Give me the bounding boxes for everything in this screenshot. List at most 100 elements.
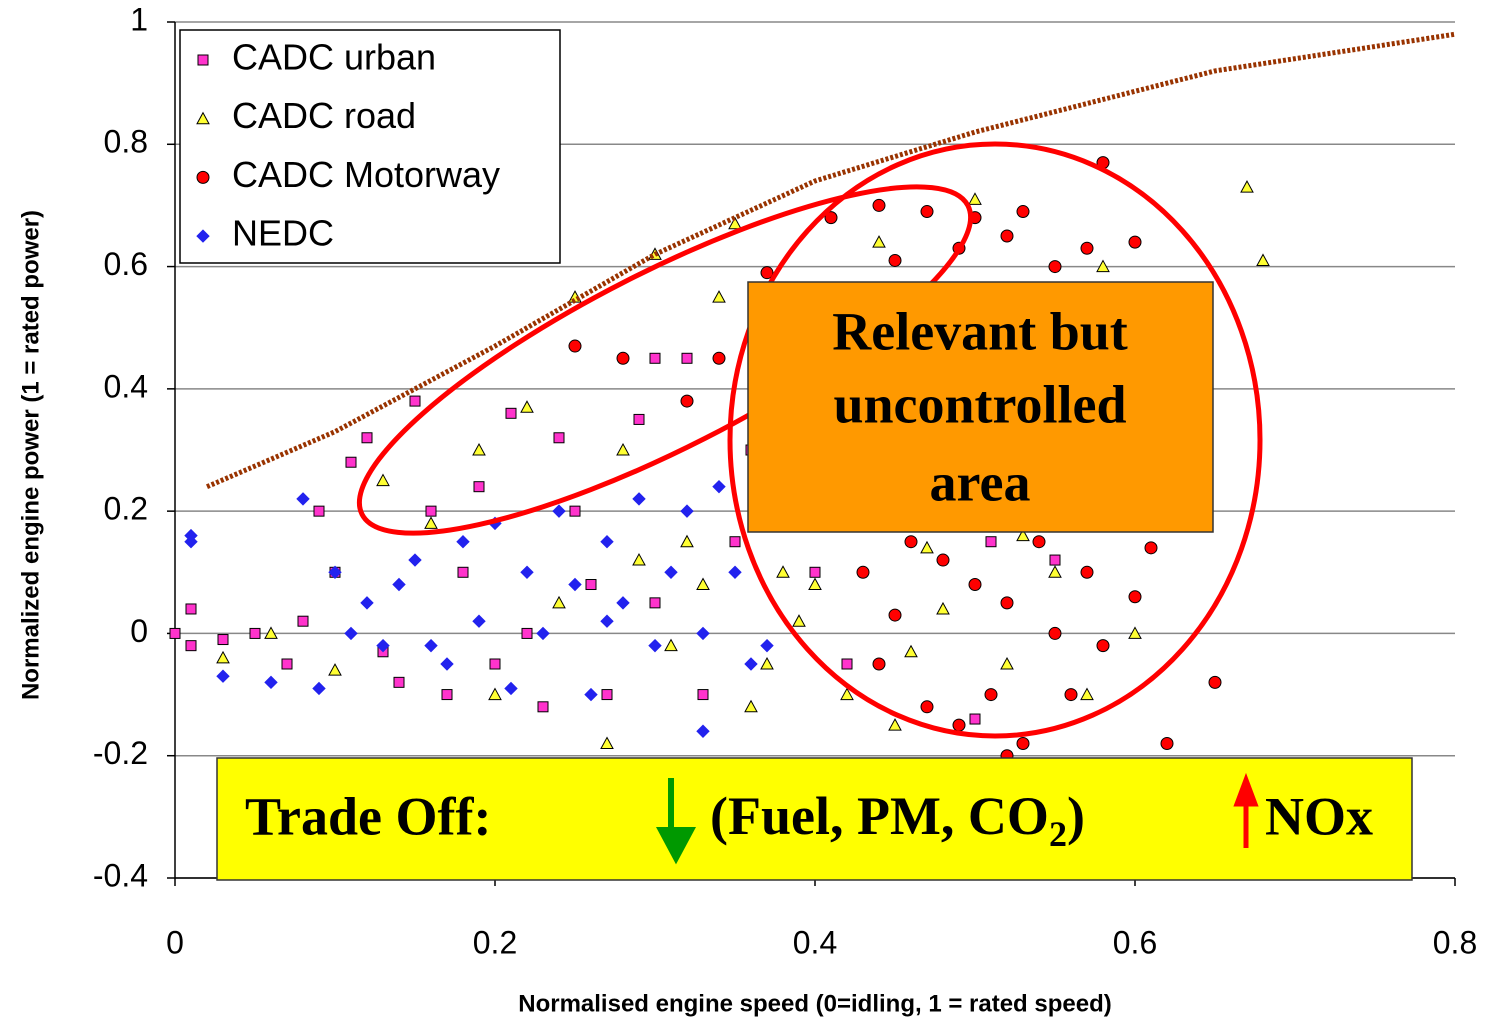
point [680, 394, 694, 408]
point [456, 535, 470, 549]
point [281, 658, 293, 670]
point [505, 407, 517, 419]
point [601, 689, 613, 701]
point [392, 577, 406, 592]
point [344, 626, 358, 641]
x-tick-label: 0.6 [1113, 924, 1157, 960]
y-tick-label: -0.2 [93, 735, 148, 771]
point [633, 413, 645, 425]
point [680, 504, 694, 518]
point [553, 432, 565, 444]
legend-marker [197, 54, 209, 66]
trade-up: NOx [1265, 786, 1373, 846]
point [1144, 541, 1158, 555]
point [488, 687, 502, 701]
point [649, 352, 661, 364]
point [985, 536, 997, 548]
point [1000, 656, 1014, 670]
point [904, 644, 918, 658]
point [920, 205, 934, 219]
area-text: Relevant but [832, 301, 1128, 361]
point [792, 614, 806, 627]
point [649, 597, 661, 609]
point [425, 505, 437, 517]
point [1208, 675, 1222, 689]
point [809, 566, 821, 578]
point [536, 626, 550, 641]
point [296, 492, 310, 506]
point [537, 701, 549, 713]
y-tick-label: 0 [130, 613, 148, 649]
point [920, 540, 934, 554]
point [376, 473, 390, 487]
point [361, 432, 373, 444]
point [185, 640, 197, 652]
subscript: 2 [1049, 814, 1067, 854]
point [760, 266, 774, 280]
point [409, 395, 421, 407]
point [185, 603, 197, 615]
point [1128, 235, 1142, 249]
legend-marker [196, 170, 210, 184]
point [457, 566, 469, 578]
legend-marker [196, 229, 210, 243]
point [360, 596, 374, 610]
point [616, 596, 630, 610]
y-tick-label: 0.6 [104, 246, 148, 282]
point [888, 718, 902, 731]
point [1080, 241, 1094, 255]
point [1048, 260, 1062, 274]
point [249, 627, 261, 639]
point [696, 724, 710, 738]
point [1049, 554, 1061, 566]
point [440, 657, 454, 671]
x-tick-label: 0 [166, 924, 184, 960]
legend-marker [196, 111, 210, 125]
legend-label: CADC road [232, 95, 416, 136]
point [584, 687, 598, 702]
point [1032, 535, 1046, 549]
point [489, 658, 501, 670]
y-tick-label: 0.8 [104, 124, 148, 160]
x-tick-label: 0.8 [1433, 924, 1477, 960]
point [616, 442, 630, 456]
trade-down-text: (Fuel, PM, CO [710, 786, 1049, 846]
x-tick-label: 0.4 [793, 924, 837, 960]
point [408, 553, 422, 567]
point [648, 638, 662, 653]
point [1000, 596, 1014, 610]
legend-label: CADC urban [232, 37, 436, 78]
point [616, 351, 630, 365]
point [696, 626, 710, 641]
point [328, 565, 342, 579]
point [1080, 565, 1094, 579]
legend [179, 29, 561, 264]
point [1016, 736, 1030, 750]
point [888, 608, 902, 622]
point [600, 535, 614, 549]
trade-down: (Fuel, PM, CO2) [710, 786, 1085, 854]
point [728, 216, 742, 230]
point [328, 663, 342, 676]
point [744, 657, 758, 671]
y-tick-label: 1 [130, 1, 148, 37]
point [968, 578, 982, 592]
point [585, 579, 597, 591]
point [872, 235, 886, 248]
point [569, 505, 581, 517]
trade-box [216, 757, 1413, 881]
legend-label: NEDC [232, 213, 334, 254]
ellipse [727, 141, 1263, 739]
point [904, 535, 918, 549]
point [393, 676, 405, 688]
trade-down-text: ) [1067, 786, 1085, 846]
point [600, 614, 614, 628]
point [1000, 229, 1014, 243]
x-tick-label: 0.2 [473, 924, 517, 960]
point [264, 626, 278, 639]
point [632, 492, 646, 506]
point [552, 504, 566, 518]
point [1256, 253, 1270, 266]
point [1080, 687, 1094, 701]
